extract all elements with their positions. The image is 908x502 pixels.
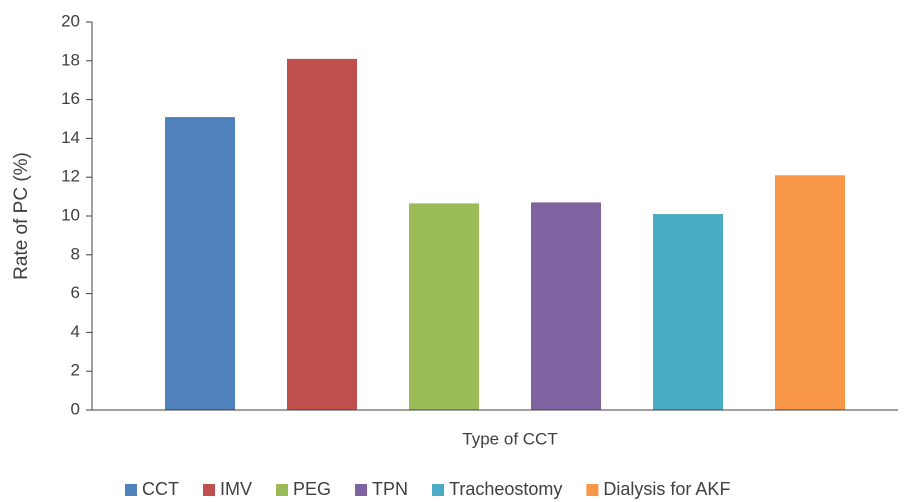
y-tick-label: 12 — [61, 167, 80, 186]
legend-label: IMV — [220, 479, 252, 499]
y-tick-label: 6 — [71, 283, 80, 302]
legend-label: PEG — [293, 479, 331, 499]
bar — [653, 214, 723, 410]
y-tick-label: 14 — [61, 128, 80, 147]
legend-label: Dialysis for AKF — [603, 479, 730, 499]
x-axis-label: Type of CCT — [462, 429, 557, 448]
y-tick-label: 20 — [61, 11, 80, 30]
bar — [287, 58, 357, 411]
bar — [775, 175, 845, 410]
y-tick-label: 10 — [61, 205, 80, 224]
legend-swatch — [432, 484, 445, 496]
legend-label: CCT — [142, 479, 179, 499]
legend-swatch — [276, 484, 289, 496]
legend-swatch — [203, 484, 215, 496]
y-tick-label: 4 — [71, 322, 80, 341]
y-tick-label: 16 — [61, 89, 80, 108]
legend-swatch — [355, 484, 368, 496]
legend-label: TPN — [372, 479, 408, 499]
y-tick-label: 0 — [71, 399, 80, 418]
y-tick-label: 18 — [61, 50, 80, 69]
y-axis-label: Rate of PC (%) — [11, 152, 32, 280]
legend-swatch — [586, 484, 599, 496]
bar — [165, 117, 235, 410]
y-tick-label: 2 — [71, 361, 80, 380]
y-tick-label: 8 — [71, 244, 80, 263]
legend-swatch — [125, 484, 137, 496]
legend-label: Tracheostomy — [449, 479, 562, 499]
bar — [409, 203, 479, 410]
bar — [531, 202, 601, 410]
